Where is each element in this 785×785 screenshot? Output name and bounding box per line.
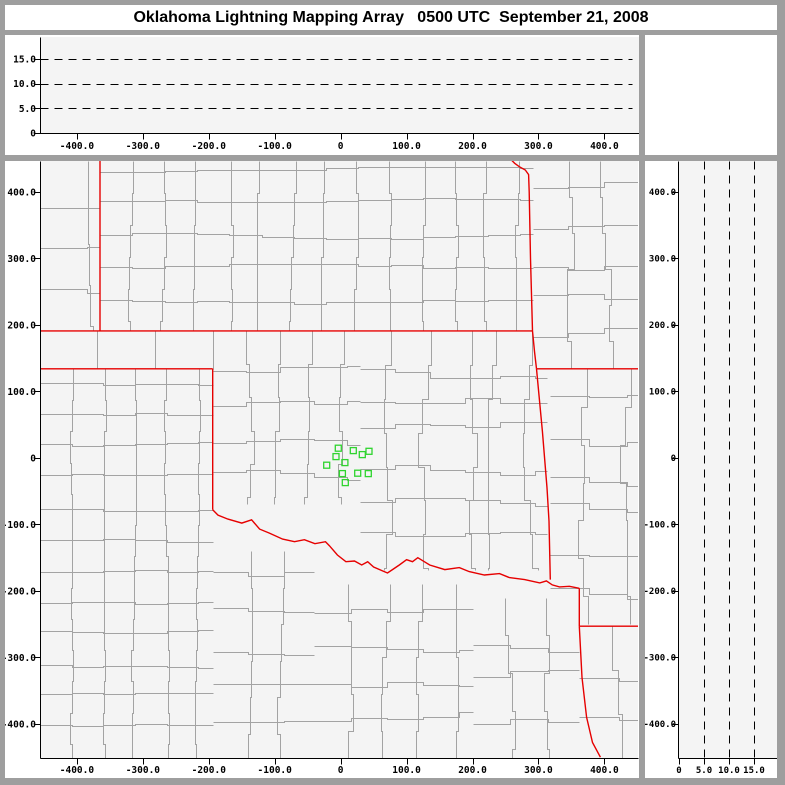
svg-text:200.0: 200.0 bbox=[458, 141, 487, 152]
svg-text:-200.0: -200.0 bbox=[192, 141, 227, 152]
svg-text:-300.0: -300.0 bbox=[126, 765, 161, 776]
state-borders bbox=[40, 161, 638, 758]
svg-text:5.0: 5.0 bbox=[19, 104, 36, 115]
altitude-reference-dashed-lines-vertical bbox=[704, 161, 755, 759]
altitude-eastwest-plot[interactable]: 0 5.0 10.0 15.0 -400.0 -300.0 -200.0 -100.0 0 100… bbox=[5, 35, 639, 155]
svg-text:200.0: 200.0 bbox=[649, 321, 676, 331]
svg-text:10.0: 10.0 bbox=[13, 79, 36, 90]
map-axes bbox=[34, 161, 639, 765]
svg-text:0: 0 bbox=[30, 129, 36, 140]
svg-text:-400.0: -400.0 bbox=[60, 765, 95, 776]
lma-station bbox=[358, 450, 366, 459]
svg-text:200.0: 200.0 bbox=[7, 320, 36, 331]
svg-text:200.0: 200.0 bbox=[458, 765, 487, 776]
map-northsouth-tick-labels: 400.0 300.0 200.0 100.0 0 -100.0 -200.0 -300.0 -… bbox=[5, 187, 36, 730]
svg-text:300.0: 300.0 bbox=[649, 254, 676, 264]
panel-altitude-histogram[interactable] bbox=[645, 35, 777, 155]
top-panel-km-tick-labels: -400.0 -300.0 -200.0 -100.0 0 100.0 200.0 300.0… bbox=[60, 141, 619, 152]
lma-station bbox=[364, 469, 372, 478]
right-panel-axes bbox=[672, 161, 777, 765]
svg-text:0: 0 bbox=[671, 454, 676, 464]
svg-text:300.0: 300.0 bbox=[524, 765, 553, 776]
lma-station bbox=[332, 452, 340, 461]
lma-station bbox=[354, 469, 362, 477]
lma-station-markers bbox=[323, 444, 373, 487]
svg-text:10.0: 10.0 bbox=[718, 766, 740, 776]
svg-text:5.0: 5.0 bbox=[696, 766, 712, 776]
plan-view-map-plot[interactable]: 400.0300.0200.0100.00-100.0-200.0-300.0-… bbox=[5, 161, 639, 778]
right-panel-northsouth-tick-labels: 400.0 300.0 200.0 100.0 0 -100.0 -200.0 -300.0 -… bbox=[645, 188, 676, 730]
svg-text:300.0: 300.0 bbox=[524, 141, 553, 152]
lma-station bbox=[338, 469, 347, 478]
altitude-northsouth-plot[interactable]: 400.0 300.0 200.0 100.0 0 -100.0 -200.0 -300.0 -… bbox=[645, 161, 777, 778]
right-panel-altitude-tick-labels: 0 5.0 10.0 15.0 bbox=[676, 766, 765, 776]
svg-text:-100.0: -100.0 bbox=[645, 520, 676, 530]
panel-altitude-vs-eastwest[interactable]: 0 5.0 10.0 15.0 -400.0 -300.0 -200.0 -100.0 0 100… bbox=[5, 35, 639, 155]
svg-text:400.0: 400.0 bbox=[649, 188, 676, 198]
panel-altitude-vs-northsouth[interactable]: 400.0 300.0 200.0 100.0 0 -100.0 -200.0 -300.0 -… bbox=[645, 161, 777, 778]
svg-text:-400.0: -400.0 bbox=[5, 719, 36, 730]
svg-text:100.0: 100.0 bbox=[392, 765, 421, 776]
svg-text:400.0: 400.0 bbox=[7, 187, 36, 198]
svg-text:0: 0 bbox=[676, 766, 681, 776]
svg-text:-100.0: -100.0 bbox=[258, 765, 293, 776]
svg-text:-200.0: -200.0 bbox=[192, 765, 227, 776]
svg-text:100.0: 100.0 bbox=[7, 387, 36, 398]
page-title: Oklahoma Lightning Mapping Array 0500 UT… bbox=[5, 5, 777, 30]
top-panel-altitude-tick-labels: 0 5.0 10.0 15.0 bbox=[13, 55, 36, 140]
top-panel-axes bbox=[34, 37, 639, 140]
svg-text:15.0: 15.0 bbox=[13, 55, 36, 66]
panel-plan-view-map[interactable]: 400.0 300.0 200.0 100.0 0 -100.0 -200.0 -300.0-… bbox=[5, 161, 639, 778]
svg-text:400.0: 400.0 bbox=[590, 141, 619, 152]
lma-station bbox=[365, 447, 373, 455]
svg-text:0: 0 bbox=[30, 453, 36, 464]
svg-text:-300.0: -300.0 bbox=[5, 653, 36, 664]
lma-station bbox=[349, 446, 357, 455]
svg-text:-300.0: -300.0 bbox=[645, 653, 676, 663]
svg-text:-400.0: -400.0 bbox=[645, 720, 676, 730]
svg-text:-200.0: -200.0 bbox=[5, 586, 36, 597]
county-boundaries bbox=[40, 161, 638, 758]
svg-text:300.0: 300.0 bbox=[7, 254, 36, 265]
svg-text:-100.0: -100.0 bbox=[258, 141, 293, 152]
lma-station bbox=[341, 478, 349, 487]
svg-text:0: 0 bbox=[338, 141, 344, 152]
lma-station bbox=[323, 461, 331, 469]
svg-text:0: 0 bbox=[338, 765, 344, 776]
svg-text:100.0: 100.0 bbox=[649, 387, 676, 397]
svg-text:-100.0: -100.0 bbox=[5, 520, 36, 531]
lma-station bbox=[334, 444, 342, 452]
svg-text:15.0: 15.0 bbox=[743, 766, 765, 776]
svg-text:-300.0: -300.0 bbox=[126, 141, 161, 152]
svg-text:-400.0: -400.0 bbox=[60, 141, 95, 152]
lma-station bbox=[341, 458, 349, 467]
altitude-reference-dashed-lines bbox=[40, 59, 633, 109]
svg-text:400.0: 400.0 bbox=[590, 765, 619, 776]
svg-text:-200.0: -200.0 bbox=[645, 587, 676, 597]
svg-text:100.0: 100.0 bbox=[392, 141, 421, 152]
map-eastwest-tick-labels: -400.0 -300.0 -200.0 -100.0 0 100.0 200.0 300.0… bbox=[60, 765, 619, 776]
